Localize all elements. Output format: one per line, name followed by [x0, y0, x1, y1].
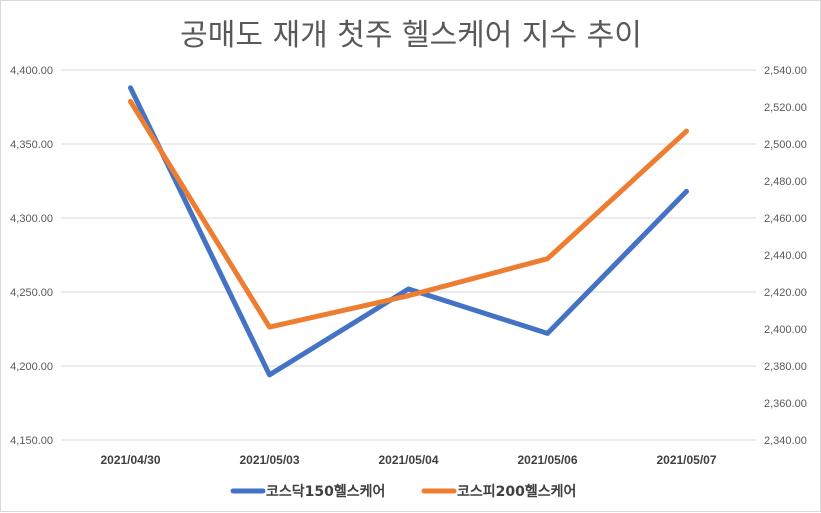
- legend: 코스닥150헬스케어 코스피200헬스케어: [230, 483, 576, 500]
- chart-title: 공매도 재개 첫주 헬스케어 지수 추이: [180, 18, 642, 53]
- legend-label: 코스닥150헬스케어: [266, 483, 385, 500]
- right-tick-label: 2,440.00: [764, 250, 807, 262]
- x-tick-label: 2021/05/07: [656, 453, 716, 467]
- legend-label: 코스피200헬스케어: [457, 483, 576, 500]
- x-axis-ticks: 2021/04/30 2021/05/03 2021/05/04 2021/05/06…: [100, 453, 716, 467]
- left-tick-label: 4,250.00: [10, 287, 53, 299]
- left-tick-label: 4,150.00: [10, 435, 53, 447]
- left-tick-label: 4,200.00: [10, 361, 53, 373]
- x-tick-label: 2021/05/04: [378, 453, 438, 467]
- right-tick-label: 2,400.00: [764, 324, 807, 336]
- right-tick-label: 2,380.00: [764, 361, 807, 373]
- right-tick-label: 2,540.00: [764, 65, 807, 77]
- series-line: [128, 85, 689, 378]
- x-tick-label: 2021/05/06: [517, 453, 577, 467]
- left-axis-ticks: 4,150.00 4,200.00 4,250.00 4,300.00 4,350.00…: [10, 65, 53, 447]
- left-tick-label: 4,300.00: [10, 213, 53, 225]
- right-tick-label: 2,340.00: [764, 435, 807, 447]
- x-tick-label: 2021/04/30: [100, 453, 160, 467]
- right-tick-label: 2,460.00: [764, 213, 807, 225]
- right-tick-label: 2,420.00: [764, 287, 807, 299]
- series-line: [128, 98, 689, 330]
- left-tick-label: 4,400.00: [10, 65, 53, 77]
- right-tick-label: 2,480.00: [764, 176, 807, 188]
- right-tick-label: 2,500.00: [764, 139, 807, 151]
- right-tick-label: 2,520.00: [764, 102, 807, 114]
- series-lines: [128, 85, 689, 378]
- right-tick-label: 2,360.00: [764, 398, 807, 410]
- right-axis-ticks: 2,340.00 2,360.00 2,380.00 2,400.00 2,420.00…: [764, 65, 807, 447]
- gridlines: [61, 69, 756, 441]
- left-tick-label: 4,350.00: [10, 139, 53, 151]
- x-tick-label: 2021/05/03: [239, 453, 299, 467]
